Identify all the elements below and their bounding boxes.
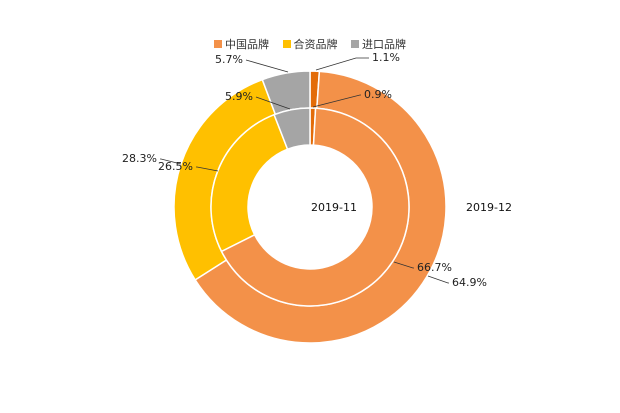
legend-label-domestic: 中国品牌 xyxy=(225,38,269,51)
data-label-outer-3: 5.7% xyxy=(215,53,243,66)
data-label-inner-0: 0.9% xyxy=(364,88,392,101)
legend-item-domestic[interactable]: 中国品牌 xyxy=(214,36,269,52)
legend-item-imported[interactable]: 进口品牌 xyxy=(351,36,406,52)
data-label-inner-2: 26.5% xyxy=(158,160,193,173)
slice-inner-3[interactable] xyxy=(273,107,311,151)
legend: 中国品牌 合资品牌 进口品牌 xyxy=(0,36,620,52)
leader-line-inner-3 xyxy=(255,96,291,110)
ring-label-outer: 2019-12 xyxy=(466,201,512,214)
legend-swatch-domestic xyxy=(214,40,222,48)
data-label-inner-3: 5.9% xyxy=(225,90,253,103)
slice-inner-1[interactable] xyxy=(220,107,410,307)
leader-lines-group xyxy=(160,57,449,284)
leader-line-outer-1 xyxy=(427,275,449,284)
data-label-inner-1: 66.7% xyxy=(417,261,452,274)
leader-line-inner-0 xyxy=(312,94,361,108)
leader-line-inner-2 xyxy=(196,166,219,172)
data-label-outer-0: 1.1% xyxy=(372,51,400,64)
data-labels-group: 1.1% 64.9% 28.3% 5.7% 0.9% 66.7% 26.5% 5.9% xyxy=(122,51,487,289)
legend-label-joint-venture: 合资品牌 xyxy=(293,38,338,51)
legend-swatch-joint-venture xyxy=(282,40,291,48)
legend-item-joint-venture[interactable]: 合资品牌 xyxy=(282,36,338,52)
data-label-outer-2: 28.3% xyxy=(122,152,157,165)
ring-label-inner: 2019-11 xyxy=(311,201,357,214)
leader-line-outer-0 xyxy=(315,57,369,71)
leader-line-inner-1 xyxy=(393,261,414,269)
leader-line-outer-2 xyxy=(160,158,182,165)
legend-label-imported: 进口品牌 xyxy=(362,38,406,51)
leader-line-outer-3 xyxy=(245,59,289,73)
data-label-outer-1: 64.9% xyxy=(452,276,487,289)
slices-group xyxy=(173,70,447,344)
legend-swatch-imported xyxy=(351,40,359,48)
